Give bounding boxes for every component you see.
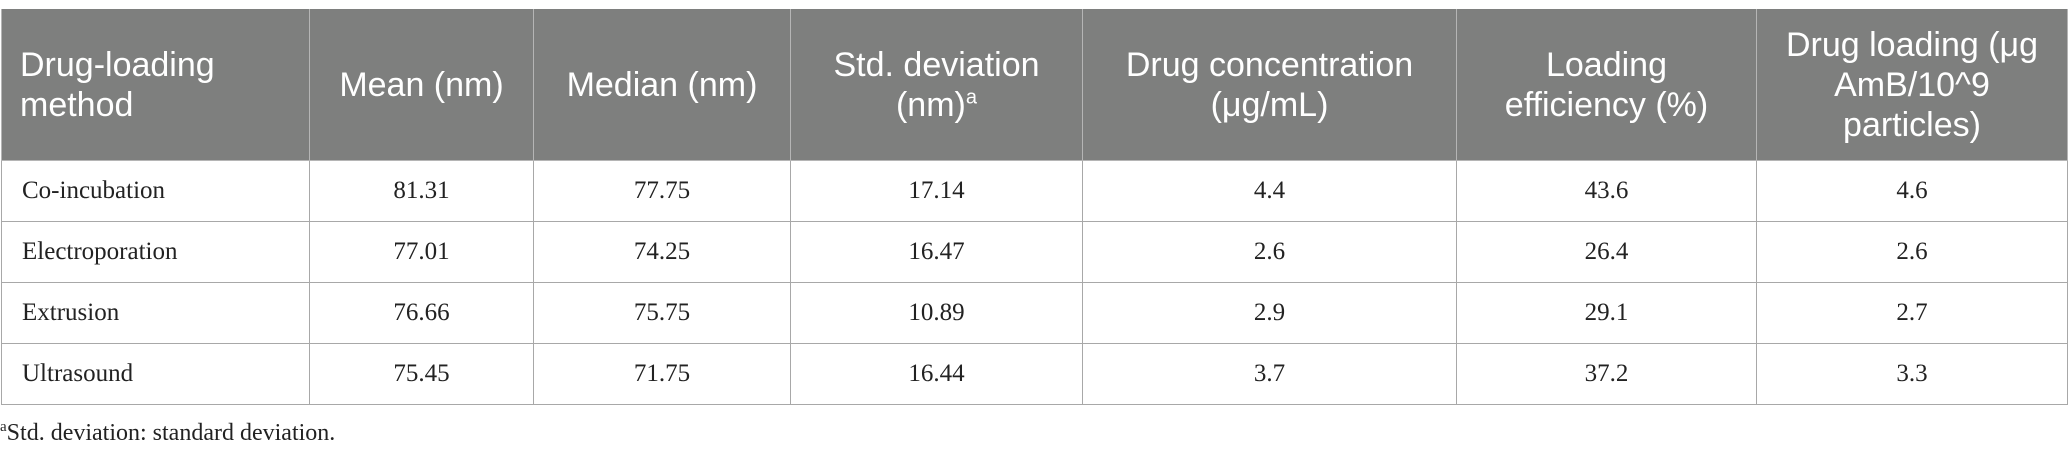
footnote-text: Std. deviation: standard deviation. — [6, 420, 336, 446]
row-label: Co-incubation — [1, 160, 310, 222]
table-cell: 16.47 — [790, 221, 1083, 283]
table-cell: 2.7 — [1756, 282, 2068, 344]
table-cell: 29.1 — [1456, 282, 1757, 344]
header-cell: Drug-loading method — [1, 9, 310, 161]
header-text: Mean (nm) — [339, 65, 504, 104]
table-cell: 37.2 — [1456, 343, 1757, 405]
header-cell: Drug concentration (μg/mL) — [1082, 9, 1457, 161]
row-label: Extrusion — [1, 282, 310, 344]
header-cell: Std. deviation (nm)a — [790, 9, 1083, 161]
header-cell: Median (nm) — [533, 9, 791, 161]
header-cell: Mean (nm) — [309, 9, 534, 161]
table-cell: 10.89 — [790, 282, 1083, 344]
header-superscript: a — [965, 86, 977, 109]
table-cell: 75.75 — [533, 282, 791, 344]
footnote-marker: a — [0, 419, 7, 435]
table-cell: 43.6 — [1456, 160, 1757, 222]
header-text: Drug loading (μg AmB/10^9 particles) — [1785, 25, 2039, 144]
row-label: Ultrasound — [1, 343, 310, 405]
table-cell: 76.66 — [309, 282, 534, 344]
table-cell: 4.4 — [1082, 160, 1457, 222]
table-cell: 2.9 — [1082, 282, 1457, 344]
table-cell: 71.75 — [533, 343, 791, 405]
header-cell: Loading efficiency (%) — [1456, 9, 1757, 161]
header-text: Drug concentration (μg/mL) — [1125, 45, 1414, 124]
table-row: Co-incubation 81.31 77.75 17.14 4.4 43.6 4.6 — [1, 160, 2068, 222]
table-cell: 16.44 — [790, 343, 1083, 405]
data-table: Drug-loading method Mean (nm) Median (nm) S… — [1, 9, 2068, 405]
header-text: Loading efficiency (%) — [1504, 45, 1709, 124]
header-row: Drug-loading method Mean (nm) Median (nm) S… — [1, 9, 2068, 161]
row-label: Electroporation — [1, 221, 310, 283]
table-row: Ultrasound 75.45 71.75 16.44 3.7 37.2 3.3 — [1, 343, 2068, 405]
header-text: Drug-loading method — [20, 45, 215, 124]
header-text: Median (nm) — [566, 65, 758, 104]
table-cell: 81.31 — [309, 160, 534, 222]
table-row: Electroporation 77.01 74.25 16.47 2.6 26.4 2.6 — [1, 221, 2068, 283]
table-cell: 2.6 — [1082, 221, 1457, 283]
table-cell: 3.7 — [1082, 343, 1457, 405]
table-cell: 74.25 — [533, 221, 791, 283]
table-body: Co-incubation 81.31 77.75 17.14 4.4 43.6 4.6 El… — [1, 160, 2068, 405]
table-cell: 3.3 — [1756, 343, 2068, 405]
footnote: aStd. deviation: standard deviation. — [0, 420, 335, 447]
table-cell: 77.01 — [309, 221, 534, 283]
header-text: Std. deviation (nm) — [833, 45, 1040, 124]
header-cell: Drug loading (μg AmB/10^9 particles) — [1756, 9, 2068, 161]
table-row: Extrusion 76.66 75.75 10.89 2.9 29.1 2.7 — [1, 282, 2068, 344]
table-cell: 75.45 — [309, 343, 534, 405]
table-cell: 17.14 — [790, 160, 1083, 222]
table-cell: 26.4 — [1456, 221, 1757, 283]
table-cell: 2.6 — [1756, 221, 2068, 283]
table-cell: 4.6 — [1756, 160, 2068, 222]
table-cell: 77.75 — [533, 160, 791, 222]
